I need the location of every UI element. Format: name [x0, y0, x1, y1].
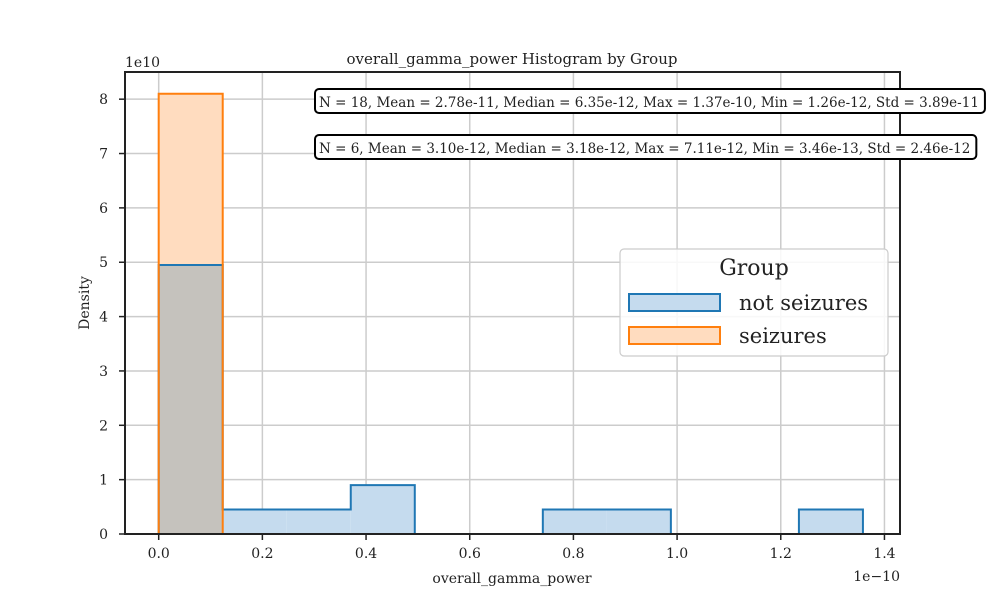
not-seizures-legend-label: not seizures	[739, 291, 868, 315]
seizures-bar	[158, 93, 223, 265]
x-tick-label: 1.0	[666, 546, 688, 562]
y-tick-label: 4	[99, 310, 108, 326]
y-axis-offset-label: 1e10	[125, 55, 160, 71]
y-tick-label: 5	[99, 255, 108, 271]
histogram-bars	[157, 92, 864, 534]
x-tick-label: 0.4	[355, 546, 377, 562]
y-tick-label: 3	[99, 364, 108, 380]
y-tick-label: 8	[99, 92, 108, 108]
legend: Group not seizures seizures	[619, 248, 889, 357]
legend-entries: not seizures seizures	[628, 291, 868, 348]
stats-annotation: N = 6, Mean = 3.10e-12, Median = 3.18e-1…	[314, 134, 978, 160]
not-seizures-bar	[542, 509, 607, 534]
y-tick-label: 6	[99, 201, 108, 217]
y-tick-label: 7	[99, 147, 108, 163]
y-tick-label: 0	[99, 527, 108, 543]
x-tick-label: 0.0	[148, 546, 170, 562]
y-tick-label: 2	[99, 418, 108, 434]
x-tick-label: 1.2	[770, 546, 792, 562]
seizures-legend-label: seizures	[739, 324, 827, 348]
x-tick-label: 0.8	[562, 546, 584, 562]
x-axis-label: overall_gamma_power	[432, 571, 591, 587]
legend-title: Group	[719, 256, 789, 281]
overlap-bar	[158, 264, 223, 534]
stats-annotations: N = 18, Mean = 2.78e-11, Median = 6.35e-…	[314, 88, 986, 160]
seizures-legend-swatch	[628, 326, 721, 345]
x-axis-offset-label: 1e−10	[853, 569, 900, 585]
stats-annotation-box	[314, 134, 978, 160]
x-tick-label: 1.4	[873, 546, 895, 562]
not-seizures-bar	[350, 485, 415, 534]
y-axis-label: Density	[77, 276, 93, 330]
y-tick-label: 1	[99, 473, 108, 489]
not-seizures-bar	[798, 509, 863, 534]
seizures-outline	[157, 92, 224, 534]
not-seizures-bar	[606, 509, 671, 534]
axis-ticks: 0.0 0.2 0.4 0.6 0.8 1.0 1.2 1.4 0 1 2 3 4 5 6 7 8	[99, 92, 896, 562]
chart-title: overall_gamma_power Histogram by Group	[347, 50, 678, 68]
stats-annotation-box	[314, 88, 986, 114]
not-seizures-legend-swatch	[628, 293, 721, 312]
stats-annotation: N = 18, Mean = 2.78e-11, Median = 6.35e-…	[314, 88, 986, 114]
x-tick-label: 0.6	[459, 546, 481, 562]
not-seizures-bar	[222, 509, 287, 534]
x-tick-label: 0.2	[251, 546, 273, 562]
not-seizures-bar	[286, 509, 351, 534]
stats-annotation-text: N = 6, Mean = 3.10e-12, Median = 3.18e-1…	[319, 141, 970, 157]
plot-frame	[124, 71, 901, 535]
not-seizures-outline	[157, 263, 864, 534]
stats-annotation-text: N = 18, Mean = 2.78e-11, Median = 6.35e-…	[319, 95, 979, 111]
